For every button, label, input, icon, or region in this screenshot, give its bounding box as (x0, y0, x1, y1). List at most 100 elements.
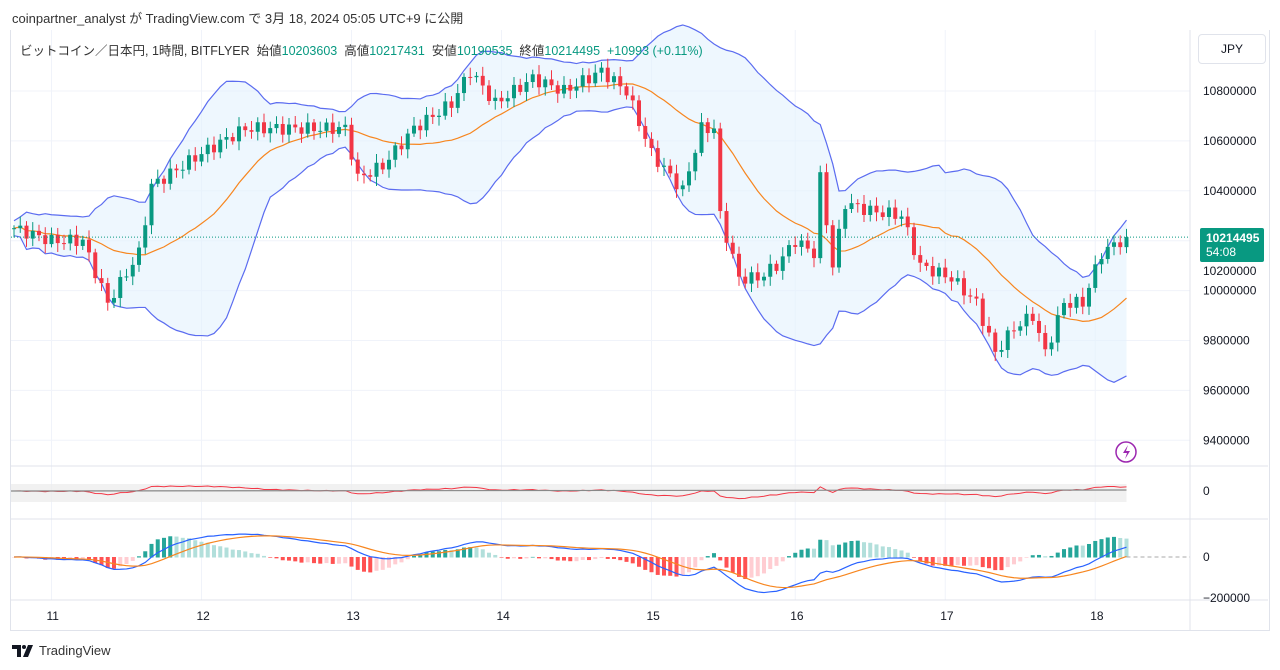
candle-body (143, 225, 148, 248)
price-tick: 9800000 (1203, 334, 1250, 348)
macd-histogram-bar (230, 549, 235, 558)
candle-body (187, 155, 191, 170)
candle-body (174, 168, 179, 171)
candle-body (412, 125, 416, 134)
candle-body (1093, 264, 1098, 288)
candle-body (649, 138, 654, 149)
macd-histogram-bar (718, 557, 723, 561)
macd-histogram-bar (893, 549, 898, 558)
candle-body (230, 137, 235, 142)
bar-countdown: 54:08 (1206, 245, 1237, 259)
candle-body (1012, 330, 1016, 332)
price-tick: 9400000 (1203, 433, 1250, 447)
macd-histogram-bar (562, 557, 566, 561)
time-tick: 18 (1090, 609, 1104, 623)
candle-body (349, 124, 354, 160)
macd-histogram-bar (724, 557, 729, 568)
macd-histogram-bar (443, 549, 448, 558)
candle-body (418, 125, 423, 131)
macd-histogram-bar (1049, 555, 1054, 558)
macd-histogram-bar (193, 540, 198, 558)
macd-histogram-bar (155, 539, 160, 558)
candle-body (243, 126, 248, 131)
candle-body (449, 101, 454, 108)
macd-histogram-bar (768, 557, 773, 570)
macd-histogram-bar (199, 541, 204, 558)
macd-histogram-bar (1030, 555, 1035, 558)
candle-body (62, 243, 66, 245)
time-tick: 17 (940, 609, 954, 623)
macd-histogram-bar (212, 545, 216, 558)
candle-body (162, 178, 166, 184)
candle-body (18, 225, 23, 229)
macd-histogram-bar (799, 549, 804, 558)
candle-body (787, 245, 791, 257)
macd-histogram-bar (149, 543, 154, 558)
macd-histogram-bar (493, 554, 498, 558)
candle-body (724, 211, 729, 243)
macd-histogram-bar (330, 557, 335, 564)
candle-body (399, 145, 404, 150)
candle-body (1105, 246, 1110, 260)
price-tick: 10600000 (1203, 134, 1257, 148)
candle-body (618, 76, 623, 87)
candle-body (824, 172, 829, 226)
open-value: 10203603 (281, 44, 338, 58)
candle-body (605, 67, 610, 83)
candle-body (843, 209, 848, 229)
macd-histogram-bar (499, 557, 504, 558)
macd-histogram-bar (543, 557, 548, 559)
candle-body (662, 165, 666, 167)
candle-body (1112, 242, 1116, 247)
candle-body (68, 234, 73, 244)
candle-body (974, 296, 979, 299)
lightning-icon (1115, 441, 1137, 463)
candle-body (112, 297, 116, 303)
price-tick: 9600000 (1203, 383, 1250, 397)
chart-frame (10, 30, 1270, 631)
candle-body (1024, 313, 1029, 327)
macd-histogram-bar (362, 557, 366, 572)
macd-histogram-bar (368, 557, 373, 573)
candle-body (80, 239, 85, 246)
macd-histogram-bar (924, 557, 929, 564)
candle-body (218, 139, 223, 153)
macd-histogram-bar (605, 557, 610, 559)
macd-histogram-bar (843, 542, 848, 558)
candle-body (643, 126, 648, 139)
candle-body (774, 263, 779, 271)
candle-body (1005, 330, 1010, 350)
time-tick: 16 (790, 609, 804, 623)
candle-body (55, 234, 60, 244)
candle-body (805, 240, 810, 249)
macd-histogram-bar (530, 556, 535, 558)
macd-histogram-bar (1037, 554, 1041, 558)
candle-body (687, 171, 691, 186)
macd-histogram-bar (999, 557, 1004, 571)
candle-body (568, 84, 573, 91)
candle-body (43, 235, 48, 245)
candle-body (980, 298, 985, 326)
macd-histogram-bar (468, 547, 473, 558)
macd-histogram-bar (780, 557, 785, 562)
macd-histogram-bar (993, 557, 998, 571)
macd-histogram-bar (980, 557, 985, 568)
candle-body (137, 247, 141, 265)
macd-histogram-bar (1099, 539, 1104, 558)
macd-histogram-bar (1074, 545, 1079, 558)
macd-histogram-bar (1012, 557, 1016, 565)
candle-body (1087, 287, 1091, 307)
macd-histogram-bar (505, 557, 510, 559)
candle-body (1030, 313, 1035, 321)
macd-histogram-bar (1080, 545, 1085, 558)
macd-histogram-bar (324, 557, 329, 564)
time-tick: 11 (47, 609, 60, 623)
macd-histogram-bar (1124, 538, 1129, 558)
currency-button[interactable]: JPY (1198, 34, 1266, 64)
candle-body (437, 115, 441, 117)
candle-body (224, 137, 229, 140)
macd-histogram-bar (143, 551, 148, 558)
macd-histogram-bar (618, 557, 623, 561)
macd-histogram-bar (1105, 537, 1110, 558)
